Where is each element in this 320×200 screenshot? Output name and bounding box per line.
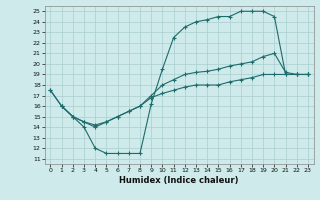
X-axis label: Humidex (Indice chaleur): Humidex (Indice chaleur): [119, 176, 239, 185]
